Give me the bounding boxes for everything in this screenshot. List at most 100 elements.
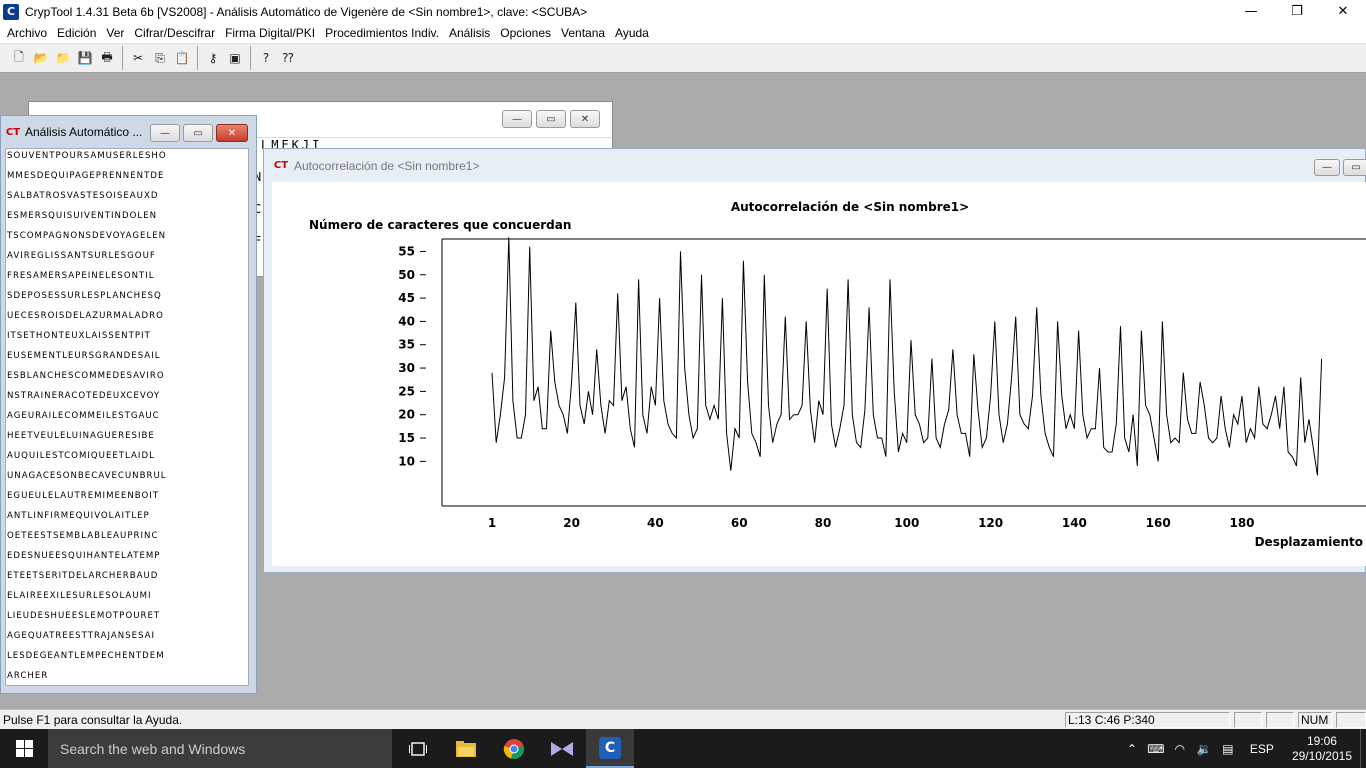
text-line: EUSEMENTLEURSGRANDESAIL: [7, 351, 161, 361]
file-explorer-icon[interactable]: [442, 729, 490, 768]
minimize-icon[interactable]: —: [150, 124, 180, 142]
text-line: ESMERSQUISUIVENTINDOLEN: [7, 211, 158, 221]
text-line: EGUEULELAUTREMIMEENBOIT: [7, 491, 160, 501]
text-line: ITSETHONTEUXLAISSENTPIT: [7, 331, 151, 341]
open-sample-icon[interactable]: 📁: [55, 51, 71, 65]
save-icon[interactable]: 💾: [77, 51, 93, 65]
cryptool-doc-icon: CT: [5, 126, 21, 138]
volume-icon[interactable]: 🔉: [1196, 741, 1212, 756]
task-view-icon[interactable]: [394, 729, 442, 768]
windows-taskbar: Search the web and Windows C ⌃ ⌨ ◠ 🔉 ▤ E…: [0, 729, 1366, 768]
menu-archivo[interactable]: Archivo: [7, 26, 48, 40]
menu-firma-digital[interactable]: Firma Digital/PKI: [225, 26, 316, 40]
cryptool-app-icon[interactable]: C: [3, 3, 19, 20]
app-title-bar: C CrypTool 1.4.31 Beta 6b [VS2008] - Aná…: [0, 0, 1366, 23]
context-help-icon[interactable]: ⁇: [282, 51, 294, 65]
text-line: LIEUDESHUEESLEMOTPOURET: [7, 611, 161, 621]
text-line: ESBLANCHESCOMMEDESAVIRO: [7, 371, 165, 381]
menu-analisis[interactable]: Análisis: [448, 26, 491, 40]
clock-time: 19:06: [1306, 733, 1337, 748]
close-icon[interactable]: ✕: [216, 124, 248, 142]
open-icon[interactable]: 📂: [33, 51, 49, 65]
text-line: OETEESTSEMBLABLEAUPRINC: [7, 531, 159, 541]
menu-ventana[interactable]: Ventana: [561, 26, 606, 40]
copy-icon[interactable]: ⎘: [155, 50, 165, 65]
status-pane-empty: [1266, 711, 1294, 728]
text-line: EDESNUEESQUIHANTELATEMP: [7, 551, 161, 561]
background-window-titlebar[interactable]: — ▭ ✕: [29, 102, 612, 138]
status-pane-empty: [1234, 711, 1262, 728]
y-tick-label: 10: [398, 454, 415, 468]
maximize-icon[interactable]: ▭: [183, 124, 213, 142]
text-line: UNAGACESONBECAVECUNBRUL: [7, 471, 167, 481]
menu-bar: Archivo Edición Ver Cifrar/Descifrar Fir…: [0, 23, 1366, 43]
close-icon[interactable]: ✕: [570, 110, 600, 128]
visual-studio-icon[interactable]: [538, 729, 586, 768]
show-desktop-button[interactable]: [1360, 729, 1366, 768]
notifications-icon[interactable]: ▤: [1222, 741, 1234, 756]
windows-logo-icon: [15, 740, 33, 757]
chevron-up-icon[interactable]: ⌃: [1126, 741, 1137, 756]
wifi-icon[interactable]: ◠: [1174, 741, 1186, 756]
chart-area: Autocorrelación de <Sin nombre1> Número …: [272, 182, 1366, 566]
autocorrelation-chart: Autocorrelación de <Sin nombre1> Número …: [309, 200, 1366, 549]
maximize-icon[interactable]: ❐: [1291, 4, 1303, 19]
menu-procedimientos[interactable]: Procedimientos Indiv.: [325, 26, 439, 40]
text-line: LESDEGEANTLEMPECHENTDEM: [7, 651, 165, 661]
help-icon[interactable]: ?: [262, 51, 270, 65]
minimize-icon[interactable]: —: [1314, 159, 1340, 176]
x-tick-label: 160: [1146, 516, 1171, 530]
x-tick-label: 120: [978, 516, 1003, 530]
text-line: ARCHER: [7, 671, 49, 681]
x-tick-label: 80: [815, 516, 832, 530]
print-icon[interactable]: 🖶: [101, 49, 113, 64]
background-window-char: N: [254, 170, 262, 184]
keyboard-icon[interactable]: ⌨: [1147, 741, 1165, 756]
cut-icon[interactable]: ✂: [132, 51, 144, 65]
y-tick-label: 50: [398, 268, 415, 282]
paste-icon[interactable]: 📋: [174, 51, 190, 65]
chrome-icon[interactable]: [490, 729, 538, 768]
minimize-icon[interactable]: —: [502, 110, 532, 128]
status-bar: Pulse F1 para consultar la Ayuda. L:13 C…: [0, 709, 1366, 729]
text-line: AGEQUATREESTTRAJANSESAI: [7, 631, 156, 641]
windows-start-button[interactable]: [0, 729, 48, 768]
cryptool-doc-icon: CT: [273, 160, 289, 171]
text-editor-area[interactable]: SOUVENTPOURSAMUSERLESHO MMESDEQUIPAGEPREN…: [5, 148, 249, 686]
status-help-text: Pulse F1 para consultar la Ayuda.: [3, 712, 183, 727]
text-line: ANTLINFIRMEQUIVOLAITLEP: [7, 511, 150, 521]
text-line: NSTRAINERACOTEDEUXCEVOY: [7, 391, 161, 401]
input-language[interactable]: ESP: [1249, 741, 1274, 756]
autocorrelation-window-titlebar[interactable]: CT Autocorrelación de <Sin nombre1> — ▭: [264, 149, 1366, 182]
autocorrelation-window[interactable]: CT Autocorrelación de <Sin nombre1> — ▭ …: [263, 148, 1366, 573]
text-line: AVIREGLISSANTSURLESGOUF: [7, 251, 156, 261]
y-axis-label: Número de caracteres que concuerdan: [309, 218, 571, 232]
maximize-icon[interactable]: ▭: [1343, 159, 1366, 176]
analysis-text-window[interactable]: CT Análisis Automático ... — ▭ ✕ SOUVENT…: [0, 115, 257, 694]
y-tick-label: 25: [398, 384, 415, 398]
text-line: UECESROISDELAZURMALADRO: [7, 311, 164, 321]
minimize-icon[interactable]: —: [1244, 4, 1258, 19]
text-line: AUQUILESTCOMIQUEETLAIDL: [7, 451, 155, 461]
menu-ver[interactable]: Ver: [106, 26, 125, 40]
window-icon[interactable]: ▣: [229, 51, 241, 65]
y-tick-label: 45: [398, 291, 415, 305]
close-icon[interactable]: ✕: [1337, 4, 1349, 19]
analysis-text-window-titlebar[interactable]: CT Análisis Automático ... — ▭ ✕: [1, 116, 256, 148]
system-clock[interactable]: 19:06 29/10/2015: [1284, 734, 1360, 764]
new-icon[interactable]: 🗋: [14, 49, 24, 64]
x-tick-label: 1: [488, 516, 496, 530]
y-tick-label: 15: [398, 431, 415, 445]
text-line: FRESAMERSAPEINELESONTIL: [7, 271, 155, 281]
autocorrelation-window-title: Autocorrelación de <Sin nombre1>: [294, 158, 480, 173]
taskbar-search-input[interactable]: Search the web and Windows: [48, 729, 392, 768]
menu-cifrar-descifrar[interactable]: Cifrar/Descifrar: [134, 26, 216, 40]
menu-edicion[interactable]: Edición: [57, 26, 97, 40]
key-icon[interactable]: ⚷: [208, 51, 218, 65]
status-cursor-position: L:13 C:46 P:340: [1065, 711, 1230, 728]
menu-opciones[interactable]: Opciones: [500, 26, 551, 40]
menu-ayuda[interactable]: Ayuda: [615, 26, 649, 40]
window-title: CrypTool 1.4.31 Beta 6b [VS2008] - Análi…: [25, 4, 588, 19]
maximize-icon[interactable]: ▭: [536, 110, 566, 128]
cryptool-taskbar-icon[interactable]: C: [586, 729, 634, 768]
